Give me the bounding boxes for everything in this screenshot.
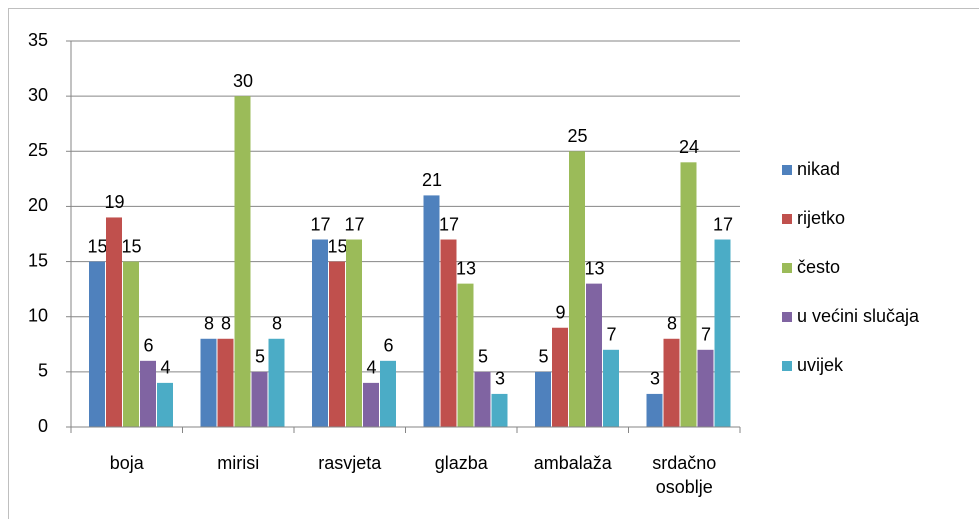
data-label: 25 bbox=[567, 126, 587, 146]
data-label: 8 bbox=[272, 314, 282, 334]
data-label: 5 bbox=[255, 347, 265, 367]
legend-label: uvijek bbox=[797, 355, 844, 375]
bar bbox=[491, 393, 508, 427]
legend-swatch bbox=[782, 263, 792, 273]
y-tick-label: 30 bbox=[28, 85, 48, 105]
bar bbox=[552, 327, 568, 427]
bar bbox=[329, 261, 345, 427]
chart-border bbox=[8, 8, 979, 519]
data-label: 3 bbox=[495, 369, 505, 389]
data-label: 24 bbox=[679, 137, 699, 157]
y-tick-label: 0 bbox=[38, 416, 48, 436]
bar bbox=[251, 371, 268, 427]
y-tick-label: 5 bbox=[38, 361, 48, 381]
bar bbox=[268, 338, 285, 427]
bar bbox=[312, 239, 328, 427]
bar bbox=[603, 349, 619, 427]
y-tick-label: 35 bbox=[28, 30, 48, 50]
bar bbox=[380, 360, 396, 427]
x-tick-label: mirisi bbox=[217, 453, 260, 473]
data-label: 4 bbox=[366, 358, 376, 378]
data-label: 17 bbox=[439, 214, 459, 234]
bar bbox=[663, 338, 680, 427]
x-tick-label: boja bbox=[109, 453, 144, 473]
data-label: 13 bbox=[456, 258, 476, 278]
data-label: 17 bbox=[344, 214, 364, 234]
data-label: 4 bbox=[160, 358, 170, 378]
bar bbox=[123, 261, 139, 427]
bar bbox=[140, 360, 156, 427]
legend-label: nikad bbox=[797, 159, 840, 179]
data-label: 15 bbox=[327, 236, 347, 256]
y-tick-label: 10 bbox=[28, 305, 48, 325]
bar bbox=[457, 283, 474, 427]
data-label: 6 bbox=[383, 336, 393, 356]
bar bbox=[346, 239, 362, 427]
legend-swatch bbox=[782, 361, 792, 371]
data-label: 15 bbox=[87, 236, 107, 256]
y-tick-label: 25 bbox=[28, 140, 48, 160]
legend-swatch bbox=[782, 165, 792, 175]
data-label: 8 bbox=[667, 314, 677, 334]
data-label: 9 bbox=[555, 302, 565, 322]
x-tick-label: srdačno osoblje bbox=[652, 453, 717, 497]
data-label: 7 bbox=[701, 325, 711, 345]
bar bbox=[200, 338, 217, 427]
bar bbox=[217, 338, 234, 427]
bar bbox=[680, 162, 697, 428]
data-label: 15 bbox=[121, 236, 141, 256]
bar bbox=[157, 382, 173, 427]
legend-label: u većini slučaja bbox=[797, 306, 920, 326]
data-label: 30 bbox=[233, 71, 253, 91]
bar bbox=[697, 349, 714, 427]
data-label: 6 bbox=[143, 336, 153, 356]
bar bbox=[569, 151, 585, 428]
data-label: 7 bbox=[606, 325, 616, 345]
bar bbox=[89, 261, 105, 427]
bar bbox=[423, 195, 440, 427]
x-tick-label: rasvjeta bbox=[318, 453, 382, 473]
data-label: 3 bbox=[650, 369, 660, 389]
bar bbox=[714, 239, 731, 427]
x-tick-label: ambalaža bbox=[533, 453, 612, 473]
legend-label: rijetko bbox=[797, 208, 845, 228]
y-tick-label: 20 bbox=[28, 195, 48, 215]
bar bbox=[586, 283, 602, 427]
x-tick-label: glazba bbox=[434, 453, 488, 473]
bar bbox=[646, 393, 663, 427]
data-label: 5 bbox=[478, 347, 488, 367]
legend-label: često bbox=[797, 257, 840, 277]
legend-swatch bbox=[782, 312, 792, 322]
data-label: 19 bbox=[104, 192, 124, 212]
bar bbox=[363, 382, 379, 427]
data-label: 13 bbox=[584, 258, 604, 278]
bar bbox=[535, 371, 551, 427]
data-label: 5 bbox=[538, 347, 548, 367]
bar bbox=[474, 371, 491, 427]
data-label: 8 bbox=[204, 314, 214, 334]
bar bbox=[234, 96, 251, 428]
y-tick-label: 15 bbox=[28, 250, 48, 270]
legend-swatch bbox=[782, 214, 792, 224]
bar bbox=[106, 217, 122, 427]
data-label: 8 bbox=[221, 314, 231, 334]
bar bbox=[440, 239, 457, 427]
data-label: 17 bbox=[713, 214, 733, 234]
data-label: 17 bbox=[310, 214, 330, 234]
data-label: 21 bbox=[422, 170, 442, 190]
